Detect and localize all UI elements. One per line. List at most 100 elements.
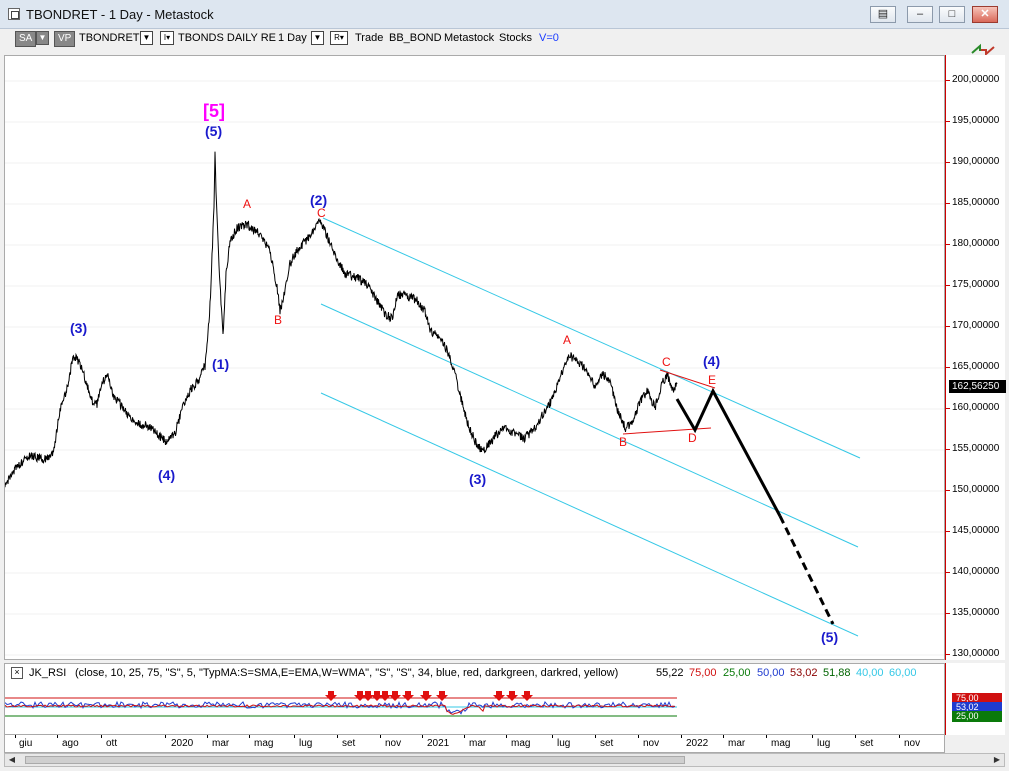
date-tick (552, 735, 553, 738)
signal-arrow (371, 691, 383, 701)
wave-label-a-top: A (243, 197, 252, 211)
price-tick: 200,00000 (952, 74, 1000, 85)
horizontal-scrollbar[interactable]: ◀ ▶ (4, 753, 1005, 767)
wave-label-e-right: E (708, 373, 717, 387)
date-tick (207, 735, 208, 738)
date-label: set (600, 738, 614, 749)
rsi-signal-line (5, 704, 676, 715)
restore-layout-button[interactable]: ▤ (870, 6, 896, 23)
date-tick (422, 735, 423, 738)
date-tick (812, 735, 813, 738)
channel-line (320, 303, 859, 548)
indicator-darkred-value: 53,02 (790, 667, 818, 679)
close-button[interactable]: ✕ (972, 6, 998, 23)
date-label: nov (385, 738, 402, 749)
price-chart-panel[interactable]: [5] (5) (1) (3) (4) (2) (3) (4) (5) A B … (4, 55, 945, 660)
date-tick (899, 735, 900, 738)
signal-arrow (420, 691, 432, 701)
price-tick: 175,00000 (952, 279, 1000, 290)
maximize-button[interactable]: □ (939, 6, 965, 23)
wave-label-5-top: (5) (205, 123, 223, 139)
indicator-blue-value: 50,00 (757, 667, 785, 679)
indicator-name[interactable]: JK_RSI (29, 667, 67, 679)
template-label: BB_BOND (389, 32, 442, 44)
date-label: 2020 (171, 738, 194, 749)
date-tick (380, 735, 381, 738)
sa-dropdown-icon[interactable]: ▼ (36, 31, 49, 45)
signal-arrow (389, 691, 401, 701)
symbol-label: TBONDRET (79, 32, 140, 44)
signal-arrows (325, 691, 533, 701)
date-tick (681, 735, 682, 738)
date-label: mar (728, 738, 746, 749)
price-tick: 135,00000 (952, 607, 1000, 618)
signal-arrow (521, 691, 533, 701)
channel-line (320, 392, 859, 637)
date-tick (638, 735, 639, 738)
date-label: 2022 (686, 738, 709, 749)
wave-label-2: (2) (310, 192, 328, 208)
rsi-indicator-canvas[interactable] (5, 664, 944, 734)
source-label: Metastock (444, 32, 495, 44)
wave-label-c-top: C (317, 206, 326, 220)
price-tick: 155,00000 (952, 443, 1000, 454)
symbol-dropdown-icon[interactable]: ▼ (140, 31, 153, 45)
date-label: mag (771, 738, 791, 749)
trade-label[interactable]: Trade (355, 32, 384, 44)
arrows-exchange-icon[interactable] (970, 41, 996, 59)
channel-line (322, 217, 861, 459)
projection-solid (675, 387, 782, 517)
signal-arrow (402, 691, 414, 701)
chart-toolbar: SA ▼ VP TBONDRET ▼ I▾ TBONDS DAILY RE 1 … (0, 28, 1009, 50)
periodicity-dropdown-icon[interactable]: ▼ (311, 31, 324, 45)
date-label: lug (557, 738, 571, 749)
date-tick (506, 735, 507, 738)
date-label: lug (299, 738, 313, 749)
date-label: nov (643, 738, 660, 749)
close-indicator-icon[interactable]: × (11, 667, 23, 679)
price-tick: 145,00000 (952, 525, 1000, 536)
r-dropdown-button[interactable]: R▾ (330, 31, 348, 45)
price-tick: 140,00000 (952, 566, 1000, 577)
channel-lines (320, 217, 861, 637)
window-icon[interactable] (8, 8, 20, 20)
signal-arrow (379, 691, 391, 701)
triangle-lower-line (622, 427, 712, 435)
scroll-right-arrow-icon[interactable]: ▶ (993, 755, 1001, 764)
date-tick (15, 735, 16, 738)
date-tick (249, 735, 250, 738)
date-label: ott (106, 738, 118, 749)
date-label: giu (19, 738, 33, 749)
wave-label-d-right: D (688, 431, 697, 445)
wave-label-3-left: (3) (70, 320, 88, 336)
wave-label-1: (1) (212, 356, 230, 372)
date-tick (101, 735, 102, 738)
indicator-axis-tag-blue: 53,02 (952, 702, 1002, 713)
price-tick: 160,00000 (952, 402, 1000, 413)
minimize-button[interactable]: – (907, 6, 933, 23)
indicator-cyan-value-2: 60,00 (889, 667, 917, 679)
scroll-left-arrow-icon[interactable]: ◀ (8, 755, 16, 764)
signal-arrow (506, 691, 518, 701)
date-label: set (860, 738, 874, 749)
price-chart-canvas[interactable] (5, 56, 944, 659)
indicator-axis-tag-green: 25,00 (952, 711, 1002, 722)
date-tick (855, 735, 856, 738)
wave-label-a-mid: A (563, 333, 572, 347)
rsi-indicator-panel[interactable]: × JK_RSI (close, 10, 25, 75, "S", 5, "Ty… (4, 663, 945, 735)
wave-label-b-right: B (619, 435, 628, 449)
price-tick: 180,00000 (952, 238, 1000, 249)
price-tick: 150,00000 (952, 484, 1000, 495)
date-label: mar (212, 738, 230, 749)
date-tick (595, 735, 596, 738)
indicator-dropdown-icon[interactable]: I▾ (160, 31, 174, 45)
sa-button[interactable]: SA (15, 31, 37, 47)
window-title: TBONDRET - 1 Day - Metastock (26, 7, 214, 22)
wave-label-4-left: (4) (158, 467, 176, 483)
rsi-line (5, 700, 676, 715)
scroll-thumb[interactable] (25, 756, 685, 764)
price-series-line (5, 151, 678, 488)
price-tick: 185,00000 (952, 197, 1000, 208)
vp-button[interactable]: VP (54, 31, 76, 47)
price-tick: 190,00000 (952, 156, 1000, 167)
